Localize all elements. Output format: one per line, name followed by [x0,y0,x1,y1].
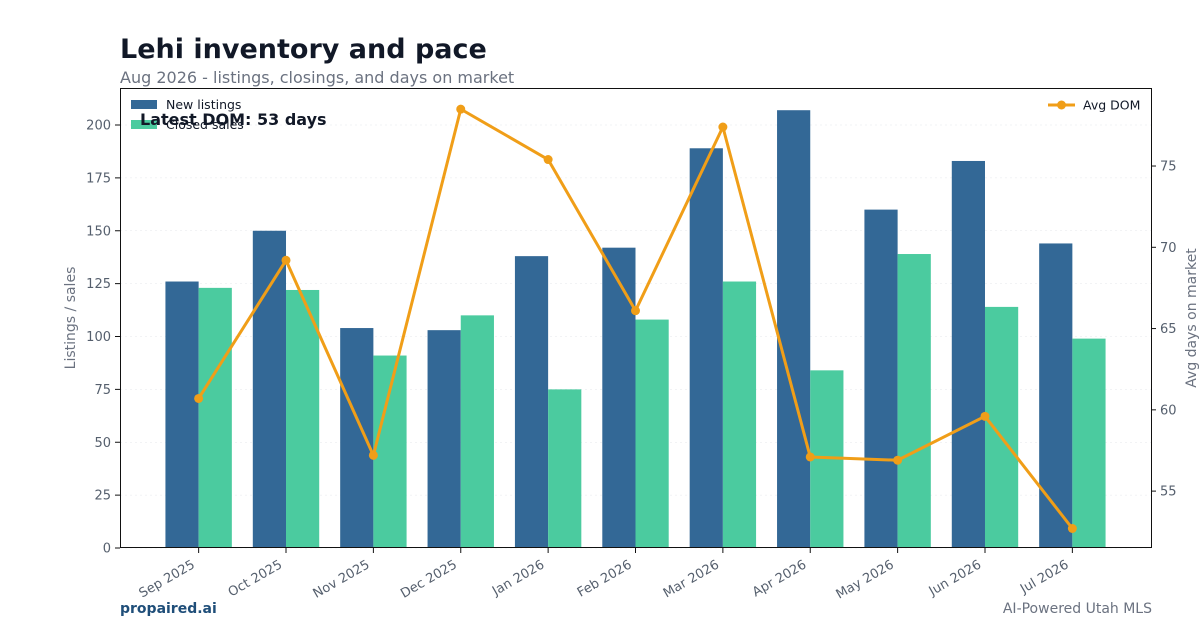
x-tick-label: Dec 2025 [398,557,460,601]
y-tick-label-right: 60 [1160,403,1177,418]
bar-new-listings [864,209,898,548]
bar-new-listings [514,256,549,548]
bar-closed-sales [897,254,931,548]
bar-new-listings [165,281,199,548]
x-tick-label: Feb 2026 [575,557,635,600]
x-tick-label: Oct 2025 [226,557,285,600]
bar-closed-sales [198,287,232,548]
dom-point [980,411,990,421]
legend-left: New listings Closed sales [131,97,244,132]
dom-point [281,255,291,265]
chart-subtitle: Aug 2026 - listings, closings, and days … [120,68,515,87]
legend-right: Avg DOM [1048,98,1140,113]
y-tick-label-left: 75 [94,383,111,398]
bar-closed-sales [1072,338,1106,548]
latest-dom-annotation: Latest DOM: 53 days [140,110,327,129]
bar-new-listings [951,160,985,548]
bar-new-listings [1039,243,1073,548]
bar-new-listings [689,148,723,548]
bar-closed-sales [548,389,582,548]
y-tick-label-left: 50 [94,436,111,451]
y-tick-label-right: 55 [1160,485,1177,500]
y-tick-label-right: 65 [1160,322,1177,337]
brand-logo-text: propaired.ai [120,601,217,617]
y-tick-label-left: 175 [86,171,111,186]
y-tick-label-left: 100 [86,330,111,345]
y-tick-label-left: 200 [86,119,111,134]
x-tick-label: Jul 2026 [1017,557,1071,597]
bar-new-listings [602,247,636,548]
y-tick-label-left: 25 [94,489,111,504]
dom-point [893,455,903,465]
legend-swatch-new-listings [131,100,157,109]
bar-new-listings [777,110,811,548]
plot-frame [120,88,1152,548]
source-label: AI-Powered Utah MLS [1002,601,1152,617]
dom-point [805,452,815,462]
bar-closed-sales [635,319,669,548]
y-tick-label-left: 125 [86,277,111,292]
dom-line-group [194,104,1077,533]
dom-point [631,306,640,316]
y-axis-title-left: Listings / sales [63,267,79,370]
legend-label-avg-dom: Avg DOM [1083,98,1140,113]
x-tick-label: Jan 2026 [489,557,547,599]
dom-point [194,393,204,403]
chart-title: Lehi inventory and pace [120,34,487,65]
bar-new-listings [252,230,287,549]
dom-point [543,155,553,165]
bar-closed-sales [722,281,757,548]
y-tick-label-left: 0 [103,542,111,557]
x-tick-label: Mar 2026 [661,557,722,601]
y-tick-label-right: 70 [1160,241,1177,256]
x-tick-label: Sep 2025 [137,557,198,601]
bar-group [165,110,1106,549]
x-tick-label: May 2026 [834,557,897,602]
legend-marker-avg-dom [1057,100,1066,110]
y-tick-label-right: 75 [1160,160,1177,175]
x-tick-label: Apr 2026 [750,557,809,600]
x-tick-label: Jun 2026 [926,557,984,599]
dom-point [718,122,728,132]
y-tick-label-left: 150 [86,224,111,239]
legend-swatch-closed-sales [131,120,157,129]
dom-point [456,104,466,114]
bar-new-listings [340,328,374,548]
dom-point [1067,523,1077,533]
y-axis-title-right: Avg days on market [1184,248,1200,388]
legend-label-new-listings: New listings [166,97,241,112]
x-tick-label: Nov 2025 [311,557,373,601]
bar-closed-sales [460,315,494,548]
bar-new-listings [427,330,461,548]
legend-label-closed-sales: Closed sales [166,117,244,132]
bar-closed-sales [984,306,1019,548]
dom-point [368,450,378,460]
bar-closed-sales [286,289,320,548]
